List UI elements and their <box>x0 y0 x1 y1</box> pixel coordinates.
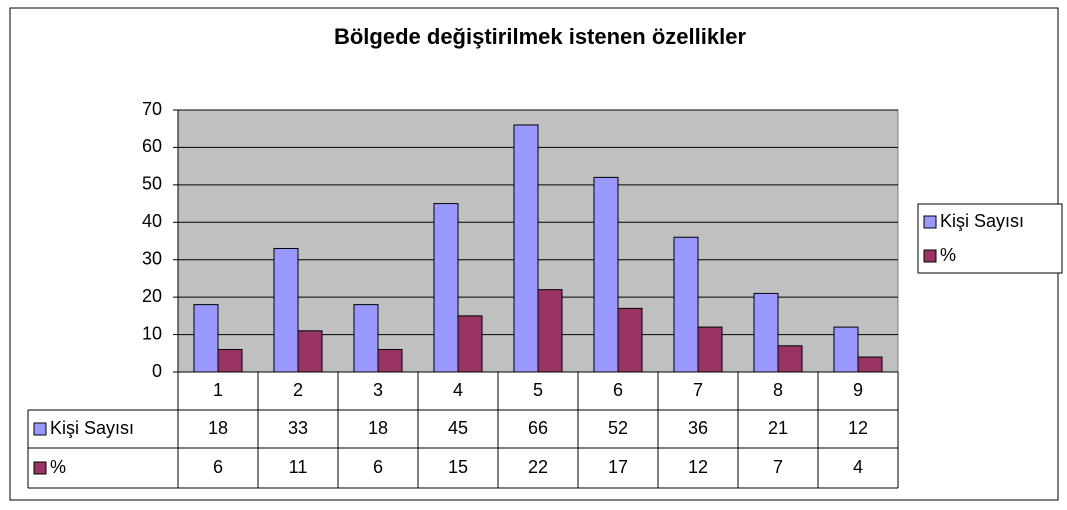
bar <box>353 304 379 373</box>
table-cell: 21 <box>768 418 788 438</box>
y-tick-label: 60 <box>142 136 162 156</box>
table-cell: 4 <box>853 457 863 477</box>
bar <box>457 315 483 373</box>
table-cell: 45 <box>448 418 468 438</box>
table-cell: 12 <box>688 457 708 477</box>
x-tick-label: 4 <box>453 380 463 400</box>
y-tick-label: 30 <box>142 248 162 268</box>
bar <box>377 349 403 373</box>
bar <box>537 289 563 373</box>
x-tick-label: 9 <box>853 380 863 400</box>
table-cell: 18 <box>368 418 388 438</box>
x-tick-label: 1 <box>213 380 223 400</box>
x-tick-label: 7 <box>693 380 703 400</box>
bar <box>673 236 699 373</box>
y-tick-label: 70 <box>142 99 162 119</box>
y-tick-label: 0 <box>152 361 162 381</box>
table-cell: 22 <box>528 457 548 477</box>
table-legend-key <box>33 461 47 475</box>
table-cell: 52 <box>608 418 628 438</box>
table-cell: 6 <box>373 457 383 477</box>
bar <box>617 307 643 373</box>
table-cell: 11 <box>289 457 308 477</box>
bar <box>297 330 323 373</box>
table-cell: 12 <box>848 418 868 438</box>
x-tick-label: 5 <box>533 380 543 400</box>
y-tick-label: 50 <box>142 174 162 194</box>
y-tick-label: 20 <box>142 286 162 306</box>
bar <box>833 326 859 373</box>
table-cell: 15 <box>448 457 468 477</box>
y-tick-label: 40 <box>142 211 162 231</box>
bar <box>753 292 779 373</box>
legend-label: Kişi Sayısı <box>940 211 1024 231</box>
chart-title: Bölgede değiştirilmek istenen özellikler <box>334 24 746 49</box>
table-row-label: % <box>50 457 66 477</box>
table-legend-key <box>33 422 47 436</box>
table-cell: 6 <box>213 457 223 477</box>
legend-key <box>923 215 937 229</box>
bar <box>217 349 243 373</box>
bar <box>193 304 219 373</box>
legend-key <box>923 249 937 263</box>
bar <box>777 345 803 373</box>
table-cell: 7 <box>773 457 783 477</box>
bar <box>433 203 459 373</box>
table-cell: 36 <box>688 418 708 438</box>
table-cell: 18 <box>208 418 228 438</box>
table-cell: 17 <box>608 457 628 477</box>
bar <box>857 356 883 373</box>
table-row-label: Kişi Sayısı <box>50 418 134 438</box>
bar <box>273 247 299 373</box>
x-tick-label: 6 <box>613 380 623 400</box>
x-tick-label: 2 <box>293 380 303 400</box>
legend-label: % <box>940 245 956 265</box>
y-tick-label: 10 <box>142 323 162 343</box>
x-tick-label: 3 <box>373 380 383 400</box>
bar <box>697 326 723 373</box>
bar <box>513 124 539 373</box>
legend-box <box>917 203 1063 274</box>
x-tick-label: 8 <box>773 380 783 400</box>
bar <box>593 176 619 373</box>
table-cell: 33 <box>288 418 308 438</box>
table-cell: 66 <box>528 418 548 438</box>
